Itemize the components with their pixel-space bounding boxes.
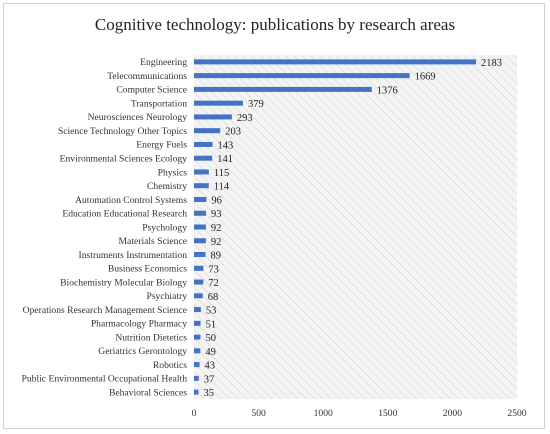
- data-label: 68: [208, 292, 219, 303]
- data-label: 50: [205, 333, 216, 344]
- bar: [194, 141, 213, 147]
- bar: [194, 320, 201, 326]
- data-label: 43: [205, 361, 216, 372]
- category-label: Geriatrics Gerontology: [98, 346, 187, 357]
- category-label: Engineering: [140, 57, 187, 68]
- x-tick-label: 1500: [378, 408, 397, 419]
- category-label: Computer Science: [116, 85, 187, 96]
- category-label: Transportation: [131, 98, 187, 109]
- category-label: Robotics: [153, 360, 187, 371]
- category-label: Psychiatry: [146, 291, 187, 302]
- data-label: 51: [206, 319, 217, 330]
- bar: [194, 114, 232, 120]
- bar: [194, 252, 206, 258]
- data-label: 93: [211, 209, 222, 220]
- data-label: 73: [208, 264, 219, 275]
- data-label: 1376: [377, 85, 398, 96]
- bar: [194, 196, 207, 202]
- x-axis: 0 500 1000 1500 2000 2500: [192, 408, 527, 419]
- data-label: 143: [217, 140, 233, 151]
- category-label: Psychology: [142, 222, 187, 233]
- bar: [194, 155, 213, 161]
- bar: [194, 224, 206, 230]
- bar: [194, 128, 221, 134]
- bar: [194, 169, 209, 175]
- category-label: Energy Fuels: [136, 140, 187, 151]
- bars-group: Engineering 2183 Telecommunications 1669 Com…: [22, 57, 502, 399]
- data-label: 89: [210, 251, 221, 262]
- category-label: Pharmacology Pharmacy: [91, 319, 187, 330]
- bar: [194, 334, 201, 340]
- bar: [194, 307, 201, 313]
- category-label: Neurosciences Neurology: [88, 112, 188, 123]
- x-tick-label: 500: [251, 408, 266, 419]
- bar: [194, 238, 206, 244]
- data-label: 1669: [415, 72, 436, 83]
- x-tick-label: 2000: [443, 408, 462, 419]
- data-label: 49: [205, 347, 216, 358]
- data-label: 72: [208, 278, 219, 289]
- category-label: Operations Research Management Science: [23, 305, 187, 316]
- bar: [194, 348, 201, 354]
- data-label: 35: [204, 388, 215, 399]
- category-label: Science Technology Other Topics: [58, 126, 187, 137]
- bar: [194, 375, 199, 381]
- category-label: Chemistry: [147, 181, 187, 192]
- bar: [194, 100, 243, 106]
- data-label: 203: [225, 127, 241, 138]
- category-label: Business Economics: [108, 264, 187, 275]
- bar: [194, 389, 199, 395]
- bar: [194, 210, 207, 216]
- category-label: Physics: [158, 167, 188, 178]
- data-label: 92: [211, 237, 222, 248]
- x-tick-label: 2500: [507, 408, 526, 419]
- chart-title: Cognitive technology: publications by re…: [94, 15, 456, 34]
- x-tick-label: 1000: [314, 408, 333, 419]
- data-label: 92: [211, 223, 222, 234]
- bar: [194, 265, 204, 271]
- x-tick-label: 0: [192, 408, 197, 419]
- bar: [194, 362, 200, 368]
- data-label: 96: [211, 195, 222, 206]
- bar: [194, 279, 204, 285]
- category-label: Public Environmental Occupational Health: [22, 374, 188, 385]
- data-label: 37: [204, 374, 215, 385]
- category-label: Telecommunications: [107, 71, 187, 82]
- category-label: Instruments Instrumentation: [79, 250, 188, 261]
- bar: [194, 73, 410, 79]
- data-label: 2183: [481, 58, 502, 69]
- data-label: 53: [206, 306, 217, 317]
- bar: [194, 59, 477, 65]
- category-label: Education Educational Research: [62, 209, 187, 220]
- plot-area: [194, 55, 517, 399]
- category-label: Behavioral Sciences: [109, 387, 187, 398]
- data-label: 379: [248, 99, 264, 110]
- category-label: Materials Science: [119, 236, 187, 247]
- data-label: 115: [214, 168, 229, 179]
- bar: [194, 86, 372, 92]
- bar: [194, 183, 209, 189]
- category-label: Nutrition Dietetics: [115, 332, 187, 343]
- data-label: 293: [237, 113, 253, 124]
- bar: [194, 293, 203, 299]
- data-label: 141: [217, 154, 233, 165]
- category-label: Biochemistry Molecular Biology: [60, 277, 187, 288]
- category-label: Environmental Sciences Ecology: [60, 154, 188, 165]
- data-label: 114: [214, 182, 230, 193]
- category-label: Automation Control Systems: [75, 195, 187, 206]
